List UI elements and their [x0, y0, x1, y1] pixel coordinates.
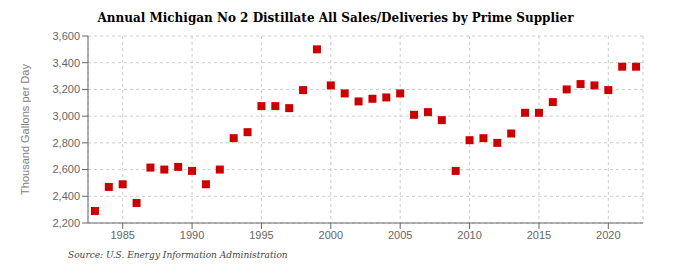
svg-text:2,400: 2,400: [52, 190, 80, 202]
svg-text:2,600: 2,600: [52, 163, 80, 175]
svg-text:2000: 2000: [319, 229, 343, 241]
svg-text:2,800: 2,800: [52, 137, 80, 149]
svg-text:3,200: 3,200: [52, 83, 80, 95]
svg-text:2010: 2010: [457, 229, 481, 241]
svg-text:3,000: 3,000: [52, 110, 80, 122]
html-text:Annual Michigan No 2 Distillat: Annual Michigan No 2 Distillate All Sale…: [97, 11, 574, 25]
svg-text:1995: 1995: [249, 229, 273, 241]
svg-text:2005: 2005: [388, 229, 412, 241]
svg-text:1990: 1990: [180, 229, 204, 241]
svg-text:2020: 2020: [596, 229, 620, 241]
svg-text:3,400: 3,400: [52, 57, 80, 69]
svg-text:2015: 2015: [527, 229, 551, 241]
svg-text:2,200: 2,200: [52, 217, 80, 229]
svg-text:1985: 1985: [110, 229, 134, 241]
html-text:Source: U.S. Energy Informatio: Source: U.S. Energy Information Administ…: [68, 250, 288, 260]
svg-text:Thousand Gallons per Day: Thousand Gallons per Day: [19, 64, 31, 195]
svg-text:3,600: 3,600: [52, 30, 80, 42]
